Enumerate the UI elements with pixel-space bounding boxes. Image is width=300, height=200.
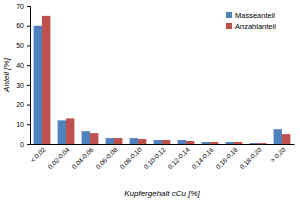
bar — [34, 26, 42, 144]
bar — [274, 129, 282, 144]
series — [34, 26, 282, 144]
tick-mark — [27, 124, 30, 125]
tick-label: 70 — [16, 3, 24, 10]
tick: 0,06-0,08 — [94, 144, 119, 170]
tick-label: 50 — [16, 42, 24, 49]
bar — [162, 140, 170, 144]
tick-mark — [27, 45, 30, 46]
bar — [82, 131, 90, 144]
plot: 010203040506070< 0,020,02-0,040,04-0,060… — [16, 3, 294, 171]
legend-label: Anzahlanteil — [235, 22, 276, 31]
bar — [106, 138, 114, 144]
tick-mark — [27, 144, 30, 145]
bar — [226, 142, 234, 144]
tick-mark — [27, 26, 30, 27]
y-axis-title: Anteil [%] — [2, 57, 11, 93]
tick: 0 — [20, 141, 30, 148]
tick-label: 0,04-0,06 — [70, 146, 95, 171]
bar — [210, 142, 218, 144]
tick-label: < 0,02 — [29, 146, 47, 164]
tick-label: 0,10-0,12 — [142, 146, 167, 171]
bar — [282, 134, 290, 144]
x-axis-title: Kupfergehalt cCu [%] — [124, 189, 200, 198]
bar — [178, 140, 186, 144]
tick: 60 — [16, 22, 30, 29]
tick: 0,12-0,14 — [166, 144, 191, 170]
tick: < 0,02 — [29, 144, 47, 164]
bar — [138, 139, 146, 144]
bar — [258, 143, 266, 144]
tick: 0,16-0,18 — [214, 144, 239, 170]
legend-swatch — [226, 12, 232, 18]
tick-label: > 0,20 — [269, 146, 287, 164]
tick-label: 60 — [16, 22, 24, 29]
axis-line — [27, 7, 31, 145]
bar — [154, 140, 162, 144]
tick: 20 — [16, 101, 30, 108]
legend-swatch — [226, 23, 232, 29]
tick: 0,02-0,04 — [46, 144, 71, 170]
bar — [202, 142, 210, 144]
x-axis: < 0,020,02-0,040,04-0,060,06-0,080,08-0,… — [29, 144, 295, 170]
tick-label: 0,16-0,18 — [214, 146, 239, 171]
bar — [250, 143, 258, 144]
tick-mark — [27, 6, 30, 7]
legend: Masseanteil Anzahlanteil — [226, 11, 276, 31]
tick: 0,08-0,10 — [118, 144, 143, 170]
tick-mark — [27, 105, 30, 106]
tick-label: 0,18-0,20 — [238, 146, 263, 171]
tick-mark — [27, 65, 30, 66]
tick: 70 — [16, 3, 30, 10]
bar — [186, 141, 194, 144]
tick-label: 20 — [16, 101, 24, 108]
tick-label: 0,02-0,04 — [46, 146, 71, 171]
bar — [234, 142, 242, 144]
tick-label: 0,14-0,16 — [190, 146, 215, 171]
legend-item: Anzahlanteil — [226, 22, 276, 31]
series — [42, 16, 290, 144]
bars — [34, 16, 291, 144]
chart: 010203040506070< 0,020,02-0,040,04-0,060… — [0, 0, 300, 200]
y-axis: 0 10 20 30 40 50 60 70 — [16, 3, 30, 148]
tick: 30 — [16, 82, 30, 89]
tick-label: 30 — [16, 82, 24, 89]
bar — [42, 16, 50, 144]
tick: 10 — [16, 121, 30, 128]
tick-label: 40 — [16, 62, 24, 69]
tick: 0,18-0,20 — [238, 144, 263, 170]
tick-label: 10 — [16, 121, 24, 128]
tick: 50 — [16, 42, 30, 49]
tick-label: 0,06-0,08 — [94, 146, 119, 171]
bar — [90, 133, 98, 144]
tick-label: 0,12-0,14 — [166, 146, 191, 171]
tick: 0,10-0,12 — [142, 144, 167, 170]
tick: 0,14-0,16 — [190, 144, 215, 170]
bar — [130, 138, 138, 144]
tick-label: 0 — [20, 141, 24, 148]
bar — [114, 138, 122, 144]
bar — [66, 118, 74, 144]
tick-mark — [27, 85, 30, 86]
tick: > 0,20 — [269, 144, 287, 164]
legend-label: Masseanteil — [235, 11, 275, 20]
bar — [58, 120, 66, 144]
tick-label: 0,08-0,10 — [118, 146, 143, 171]
tick: 0,04-0,06 — [70, 144, 95, 170]
tick: 40 — [16, 62, 30, 69]
legend-item: Masseanteil — [226, 11, 275, 20]
axis-line — [31, 144, 295, 145]
